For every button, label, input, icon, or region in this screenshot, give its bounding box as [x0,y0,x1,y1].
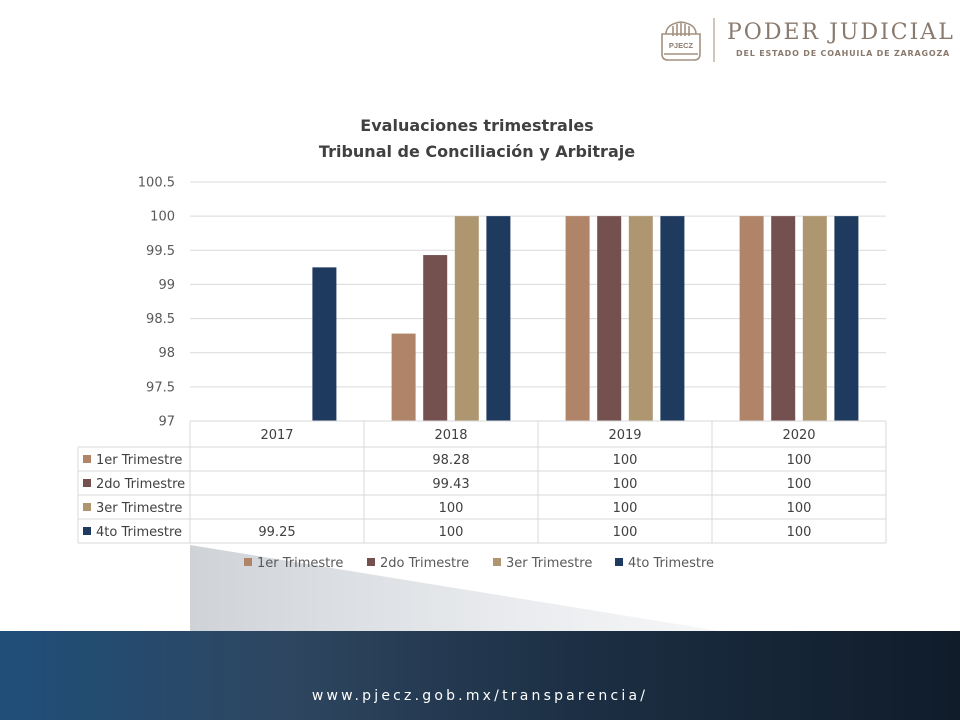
logo-title: PODER JUDICIAL [727,20,955,45]
y-tick-label: 100.5 [138,176,175,191]
data-label: 100 [787,525,812,540]
y-tick-label: 98 [158,346,175,361]
bar [802,216,827,421]
legend-entry: 4to Trimestre [628,556,714,571]
bar [454,216,479,421]
y-tick-label: 100 [150,210,175,225]
table-legend-key [83,527,91,535]
footer-url[interactable]: www.pjecz.gob.mx/transparencia/ [311,688,649,704]
seal-icon [661,21,701,61]
data-label: 100 [439,501,464,516]
table-series-label: 1er Trimestre [96,453,182,468]
y-tick-label: 99 [158,278,175,293]
legend-entry: 1er Trimestre [257,556,343,571]
legend-entry: 3er Trimestre [506,556,592,571]
y-tick-label: 99.5 [146,244,175,259]
logo-subtitle: DEL ESTADO DE COAHUILA DE ZARAGOZA [736,49,951,58]
footer-band [0,631,960,720]
bar [486,216,511,421]
data-label: 100 [787,501,812,516]
data-label: 100 [613,453,638,468]
data-label: 99.25 [258,525,295,540]
bar [312,267,337,421]
bars [312,216,859,421]
table-series-label: 3er Trimestre [96,501,182,516]
y-tick-label: 98.5 [146,312,175,327]
bar [660,216,685,421]
legend-swatch [615,558,623,566]
data-label: 100 [439,525,464,540]
bar [628,216,653,421]
data-label: 98.28 [432,453,469,468]
table-series-label: 2do Trimestre [96,477,185,492]
bar [739,216,764,421]
legend-swatch [367,558,375,566]
bar [423,255,448,421]
data-label: 100 [613,477,638,492]
table-legend-key [83,455,91,463]
x-category-label: 2018 [434,428,467,443]
bar [391,333,416,421]
table-series-label: 4to Trimestre [96,525,182,540]
chart-title: Evaluaciones trimestrales [360,116,594,135]
chart-subtitle: Tribunal de Conciliación y Arbitraje [318,142,636,161]
y-tick-label: 97 [158,415,175,430]
data-label: 100 [613,525,638,540]
legend: 1er Trimestre 2do Trimestre 3er Trimestre 4… [244,556,714,571]
y-axis: 97 97.5 98 98.5 99 99.5 100 100.5 [138,176,175,430]
bar [597,216,622,421]
data-table: 2017 2018 2019 2020 1er Trimestre 98.28 100 100… [77,420,887,544]
data-label: 100 [787,453,812,468]
bar [565,216,590,421]
x-category-label: 2017 [260,428,293,443]
table-legend-key [83,479,91,487]
x-category-label: 2020 [782,428,815,443]
legend-swatch [493,558,501,566]
bar [771,216,796,421]
gridlines [190,181,886,388]
table-legend-key [83,503,91,511]
legend-swatch [244,558,252,566]
x-category-label: 2019 [608,428,641,443]
seal-monogram: PJECZ [669,41,694,50]
bar [834,216,859,421]
pjecz-logo: PJECZ [661,18,715,62]
y-tick-label: 97.5 [146,380,175,395]
data-label: 100 [613,501,638,516]
data-label: 99.43 [432,477,469,492]
legend-entry: 2do Trimestre [380,556,469,571]
data-label: 100 [787,477,812,492]
